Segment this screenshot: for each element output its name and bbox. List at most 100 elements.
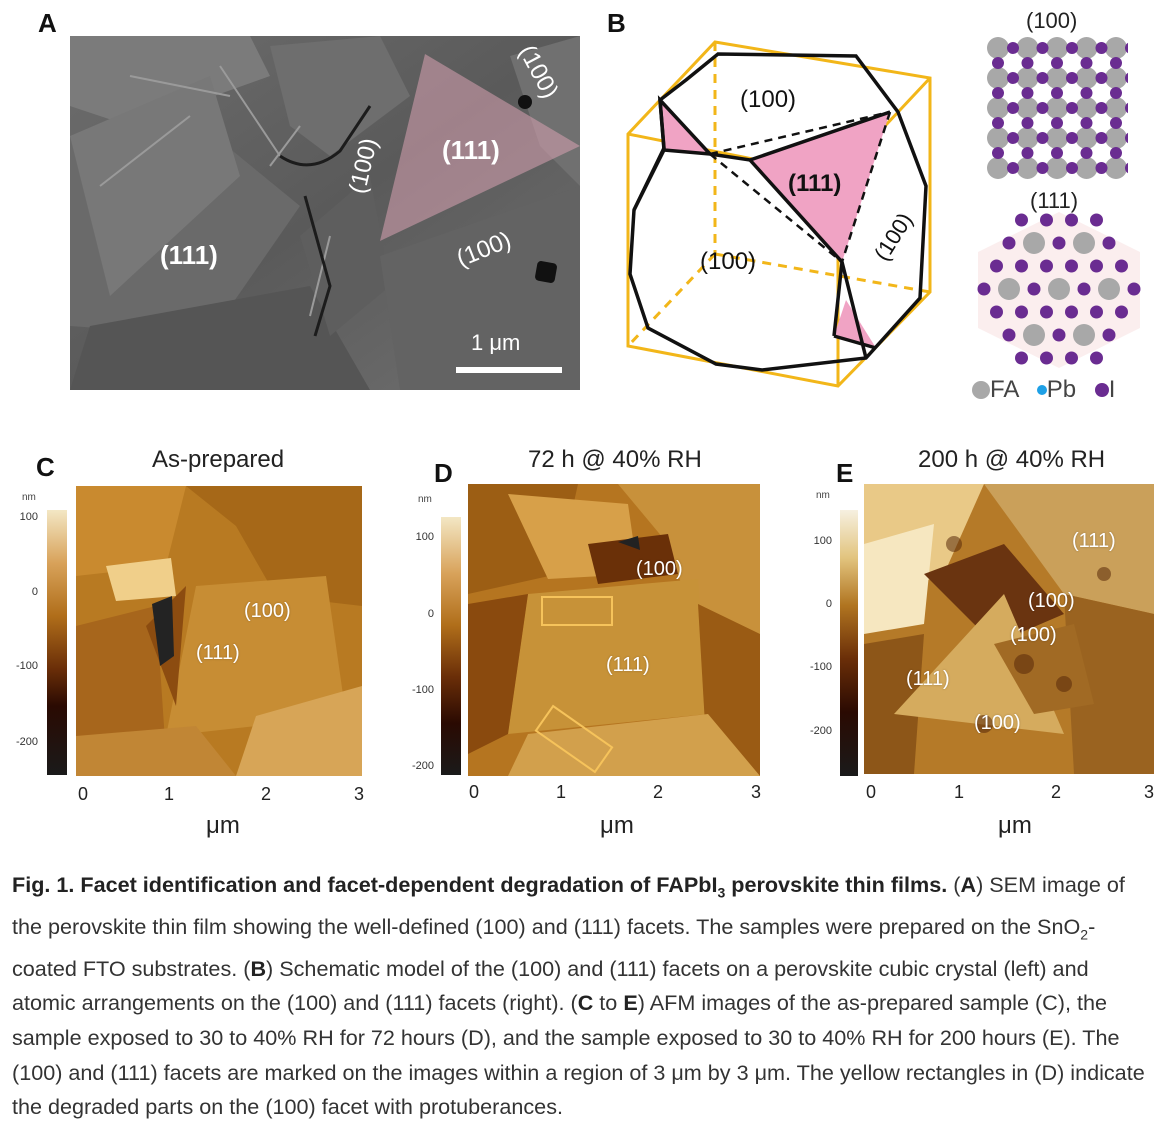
i-atom — [977, 282, 991, 296]
i-atom — [1015, 259, 1028, 273]
panel-e-cb-tick-0: 0 — [825, 598, 832, 610]
lattice-111-title: (111) — [1030, 188, 1079, 213]
fa-atom — [987, 67, 1009, 89]
afm-image-d — [468, 484, 760, 776]
panel-c-label-100: (100) — [244, 600, 291, 622]
i-atom — [1110, 117, 1122, 129]
panel-letter-a: A — [38, 8, 57, 38]
i-atom — [1095, 162, 1108, 174]
i-atom — [1021, 87, 1034, 99]
panel-e-colorbar — [840, 510, 858, 776]
panel-c-cb-tick-m200: -200 — [15, 736, 38, 748]
i-atom — [1002, 328, 1016, 342]
i-atom — [1080, 87, 1093, 99]
panel-e-x-tick-0: 0 — [866, 782, 877, 802]
panel-e-label-100-a: (100) — [1028, 590, 1075, 612]
legend-fa-dot — [972, 381, 990, 399]
legend-i-dot — [1094, 383, 1109, 397]
fa-atom — [1073, 324, 1095, 346]
panel-e-colorbar-unit: nm — [816, 490, 830, 501]
i-atom — [1102, 236, 1116, 250]
panel-d-x-tick-0: 0 — [469, 782, 480, 802]
panel-c-cb-tick-m100: -100 — [15, 660, 38, 672]
i-atom — [1080, 147, 1093, 159]
panel-d-label-100: (100) — [636, 558, 683, 580]
i-atom — [1021, 57, 1034, 69]
i-atom — [1125, 162, 1128, 174]
i-atom — [1036, 72, 1049, 84]
i-atom — [1065, 305, 1078, 319]
i-atom — [1125, 102, 1128, 114]
i-atom — [1021, 117, 1034, 129]
fa-atom — [1023, 232, 1045, 254]
i-atom — [1002, 236, 1016, 250]
panel-d-x-tick-2: 2 — [653, 782, 664, 802]
fa-atom — [1098, 278, 1120, 300]
i-atom — [1125, 42, 1128, 54]
panel-e-label-111-left: (111) — [906, 668, 950, 690]
afm-image-e — [864, 484, 1154, 774]
fa-atom — [1105, 127, 1127, 149]
legend-pb-label: Pb — [1046, 376, 1077, 403]
fa-atom — [987, 127, 1009, 149]
panel-d-cb-tick-m100: -100 — [411, 684, 434, 696]
i-atom — [1036, 162, 1049, 174]
fa-atom — [1046, 97, 1068, 119]
panel-d-x-tick-3: 3 — [751, 782, 762, 802]
fa-atom — [1075, 127, 1098, 149]
atom-legend: FA Pb I — [972, 376, 1115, 404]
panel-letter-e: E — [836, 458, 854, 488]
i-atom — [1066, 72, 1078, 84]
i-atom — [1052, 236, 1066, 250]
i-atom — [1090, 305, 1103, 319]
fa-atom — [1073, 232, 1095, 254]
sem-image — [70, 36, 580, 390]
i-atom — [1007, 162, 1019, 174]
fa-atom — [1023, 324, 1045, 346]
fa-atom — [1105, 67, 1127, 89]
panel-d-title: 72 h @ 40% RH — [528, 446, 702, 473]
fa-atom — [1105, 97, 1127, 119]
panel-d-cb-tick-m200: -200 — [411, 760, 434, 772]
crystal-label-100-top: (100) — [740, 86, 797, 113]
i-atom — [1065, 213, 1078, 227]
fa-atom — [987, 37, 1009, 59]
i-atom — [1007, 102, 1019, 114]
i-atom — [1115, 305, 1128, 319]
i-atom — [992, 147, 1004, 159]
lattice-111 — [977, 212, 1141, 368]
panel-c-label-111: (111) — [196, 642, 240, 664]
fa-atom — [1075, 37, 1098, 59]
panel-c-x-tick-2: 2 — [261, 784, 272, 804]
panel-d-cb-tick-0: 0 — [427, 608, 434, 620]
panel-c-x-tick-1: 1 — [164, 784, 175, 804]
panel-c-colorbar — [47, 510, 67, 775]
i-atom — [1051, 117, 1063, 129]
i-atom — [1125, 72, 1128, 84]
i-atom — [1036, 102, 1049, 114]
i-atom — [1007, 132, 1019, 144]
panel-letter-b: B — [607, 8, 626, 38]
panel-e-x-tick-1: 1 — [954, 782, 965, 802]
fa-atom — [1016, 67, 1039, 89]
i-atom — [1066, 102, 1078, 114]
i-atom — [992, 87, 1004, 99]
i-atom — [1015, 213, 1028, 227]
i-atom — [1090, 351, 1103, 365]
i-atom — [1015, 305, 1028, 319]
i-atom — [1036, 42, 1049, 54]
fa-atom — [1105, 37, 1127, 59]
panel-d-label-111: (111) — [606, 654, 650, 676]
i-atom — [1051, 87, 1063, 99]
panel-e-cb-tick-100: 100 — [813, 535, 832, 547]
sem-label-111-left: (111) — [160, 240, 218, 270]
panel-e-cb-tick-m100: -100 — [809, 661, 832, 673]
panel-e-title: 200 h @ 40% RH — [918, 446, 1106, 473]
i-atom — [1127, 282, 1141, 296]
panel-d-colorbar — [441, 517, 461, 775]
panel-e-x-tick-3: 3 — [1144, 782, 1155, 802]
i-atom — [1040, 213, 1053, 227]
i-atom — [1036, 132, 1049, 144]
fa-atom — [1075, 67, 1098, 89]
panel-letter-d: D — [434, 458, 453, 488]
